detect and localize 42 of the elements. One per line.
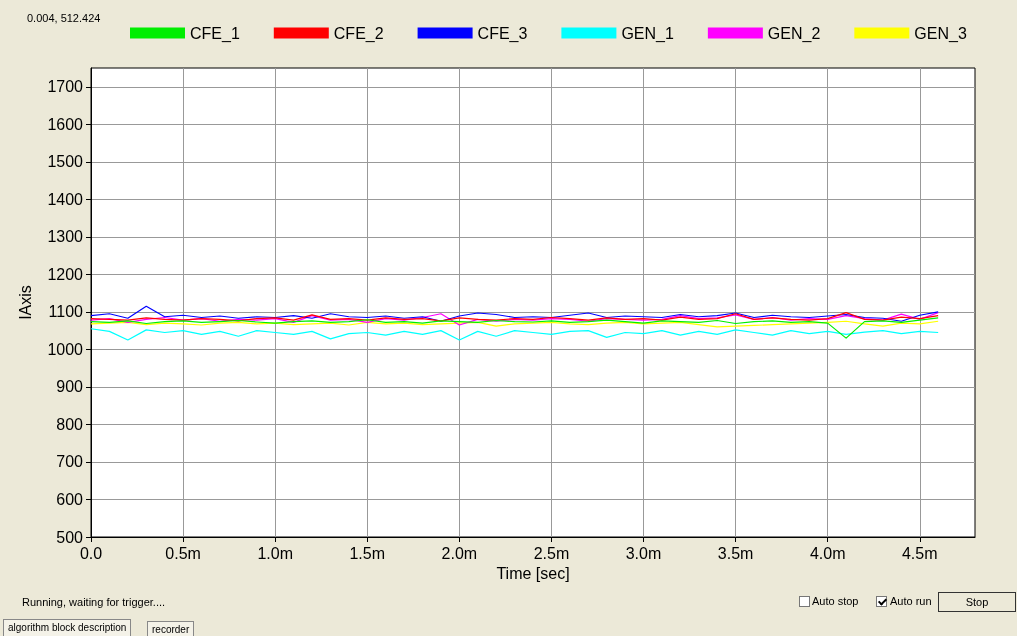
x-tick-label: 1.5m [349,544,386,562]
y-axis-title: IAxis [16,285,34,320]
x-tick-label: 3.5m [717,544,754,562]
y-tick-label: 900 [56,378,84,396]
x-tick-label: 1.0m [257,544,293,562]
line-series [90,317,939,339]
y-tick-label: 1100 [48,303,84,321]
line-series [90,328,939,341]
y-tick-label: 700 [56,453,84,471]
legend-label: GEN_1 [621,24,674,43]
y-tick-label: 800 [56,415,84,433]
tab: algorithm block description [3,619,132,636]
line-series [90,312,939,322]
text: Auto stop [812,595,859,607]
legend-label: GEN_3 [914,24,967,43]
text: Running, waiting for trigger.... [22,596,166,608]
x-tick-label: 4.5m [901,544,938,562]
y-tick-label: 600 [56,490,84,508]
tab: recorder [147,621,195,636]
legend-label: CFE_2 [333,24,384,43]
x-tick-label: 2.5m [533,544,570,562]
x-tick-label: 4.0m [809,544,846,562]
text: Auto run [890,595,932,607]
text: 0.004, 512.424 [27,12,101,24]
y-tick-label: 1300 [47,228,84,246]
y-tick-label: 1400 [47,190,84,208]
line-series [90,305,939,322]
legend-label: CFE_1 [190,24,240,43]
x-tick-label: 0.0 [79,544,103,562]
x-axis-title: Time [sec] [496,565,570,583]
x-tick-label: 2.0m [441,544,478,562]
y-tick-label: 1600 [47,115,84,133]
y-tick-label: 1700 [47,78,84,96]
x-tick-label: 0.5m [165,544,201,562]
legend-label: GEN_2 [767,24,821,43]
y-tick-label: 1500 [47,153,84,171]
stop-button: Stop [938,592,1016,612]
y-tick-label: 1200 [47,265,84,283]
y-tick-label: 1000 [47,340,84,358]
y-tick-label: 500 [56,528,84,546]
legend-label: CFE_3 [477,24,528,43]
x-tick-label: 3.0m [625,544,662,562]
